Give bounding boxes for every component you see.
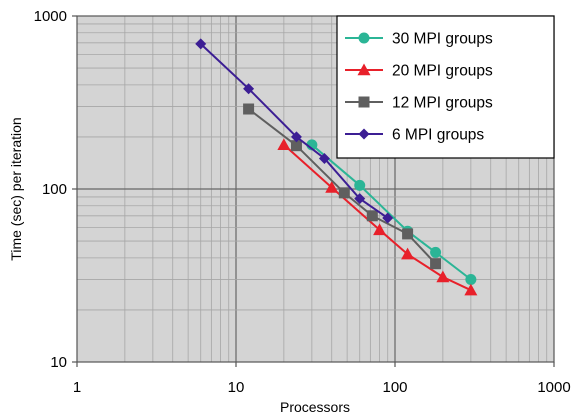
- x-tick-label: 100: [382, 379, 407, 396]
- y-tick-label: 100: [42, 181, 67, 198]
- square-marker: [402, 228, 414, 240]
- y-tick-label: 10: [50, 354, 67, 371]
- circle-marker: [354, 179, 366, 191]
- legend-item: 20 MPI groups: [345, 63, 493, 80]
- legend-label: 30 MPI groups: [392, 31, 493, 48]
- square-marker: [243, 103, 255, 115]
- legend-label: 12 MPI groups: [392, 95, 493, 112]
- x-tick-label: 1000: [537, 379, 570, 396]
- diamond-marker: [195, 38, 207, 50]
- x-tick-label: 1: [73, 379, 81, 396]
- series-12-mpi-groups: [243, 103, 442, 270]
- legend-label: 6 MPI groups: [392, 127, 484, 144]
- square-marker: [358, 96, 370, 108]
- data-series: [195, 38, 478, 296]
- diamond-marker: [358, 128, 370, 140]
- triangle-marker: [277, 138, 291, 151]
- square-marker: [290, 140, 302, 152]
- square-marker: [430, 258, 442, 270]
- series-20-mpi-groups: [277, 138, 478, 296]
- series-6-mpi-groups: [195, 38, 394, 224]
- diamond-marker: [318, 153, 330, 165]
- x-tick-label: 10: [228, 379, 245, 396]
- triangle-marker: [464, 283, 478, 296]
- legend-item: 30 MPI groups: [345, 31, 493, 48]
- y-axis-label: Time (sec) per iteration: [8, 117, 24, 260]
- axes: 1 10 100 1000 10 100 1000: [34, 8, 571, 396]
- diamond-marker: [354, 193, 366, 205]
- circle-marker: [430, 246, 442, 258]
- legend-item: 6 MPI groups: [345, 127, 484, 144]
- square-marker: [366, 210, 378, 222]
- triangle-marker: [373, 223, 387, 236]
- x-axis-label: Processors: [280, 399, 350, 415]
- triangle-marker: [401, 247, 415, 260]
- circle-marker: [358, 32, 370, 44]
- legend: 30 MPI groups 20 MPI groups 12 MPI groups 6…: [336, 15, 555, 159]
- square-marker: [338, 187, 350, 199]
- series-line: [200, 43, 389, 219]
- circle-marker: [465, 273, 477, 285]
- diamond-marker: [290, 131, 302, 143]
- diamond-marker: [382, 212, 394, 224]
- diamond-marker: [243, 83, 255, 95]
- triangle-marker: [436, 270, 450, 283]
- y-tick-label: 1000: [34, 8, 67, 25]
- legend-item: 12 MPI groups: [345, 95, 493, 112]
- triangle-marker: [357, 63, 371, 76]
- triangle-marker: [325, 181, 339, 193]
- legend-label: 20 MPI groups: [392, 63, 493, 80]
